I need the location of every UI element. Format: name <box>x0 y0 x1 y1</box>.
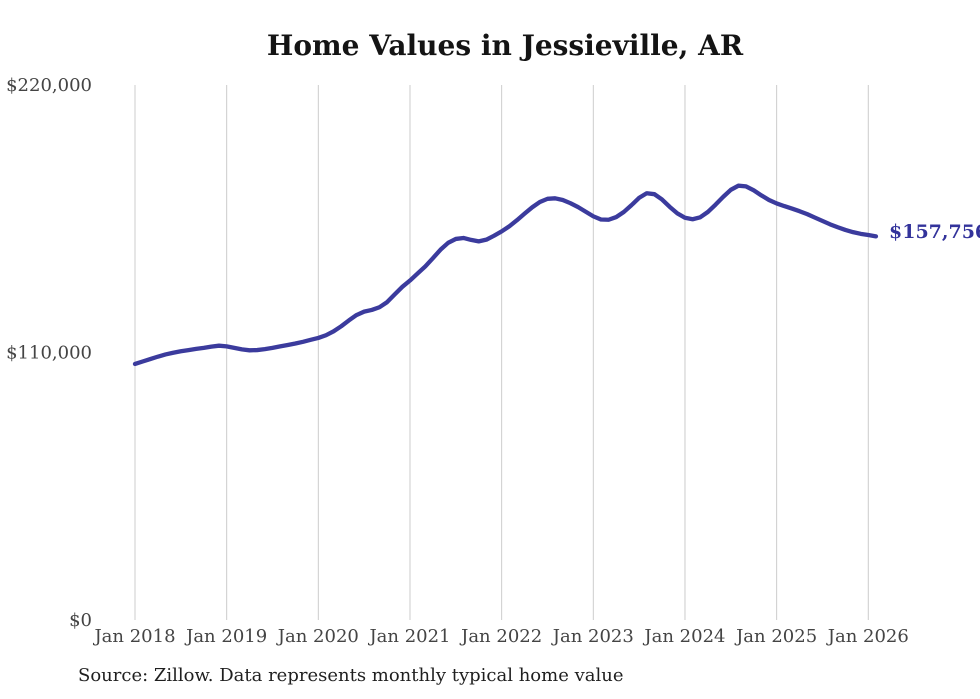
x-tick-label: Jan 2023 <box>551 626 634 647</box>
x-tick-label: Jan 2021 <box>367 626 450 647</box>
y-axis-labels: $0 $110,000 $220,000 <box>6 75 92 631</box>
x-tick-label: Jan 2026 <box>826 626 909 647</box>
x-tick-label: Jan 2025 <box>734 626 817 647</box>
y-tick-label: $0 <box>69 610 92 631</box>
x-tick-label: Jan 2019 <box>184 626 267 647</box>
y-tick-label: $220,000 <box>6 75 92 96</box>
x-tick-label: Jan 2022 <box>459 626 542 647</box>
y-tick-label: $110,000 <box>6 343 92 364</box>
x-axis-labels: Jan 2018 Jan 2019 Jan 2020 Jan 2021 Jan 2022… <box>92 626 908 647</box>
source-note: Source: Zillow. Data represents monthly … <box>78 665 624 686</box>
x-tick-label: Jan 2024 <box>642 626 725 647</box>
x-tick-label: Jan 2018 <box>92 626 175 647</box>
home-value-line-series <box>132 183 879 367</box>
final-value-label: $157,756 <box>889 221 980 243</box>
gridlines <box>134 85 869 620</box>
x-tick-label: Jan 2020 <box>276 626 359 647</box>
chart-title: Home Values in Jessieville, AR <box>266 29 744 62</box>
